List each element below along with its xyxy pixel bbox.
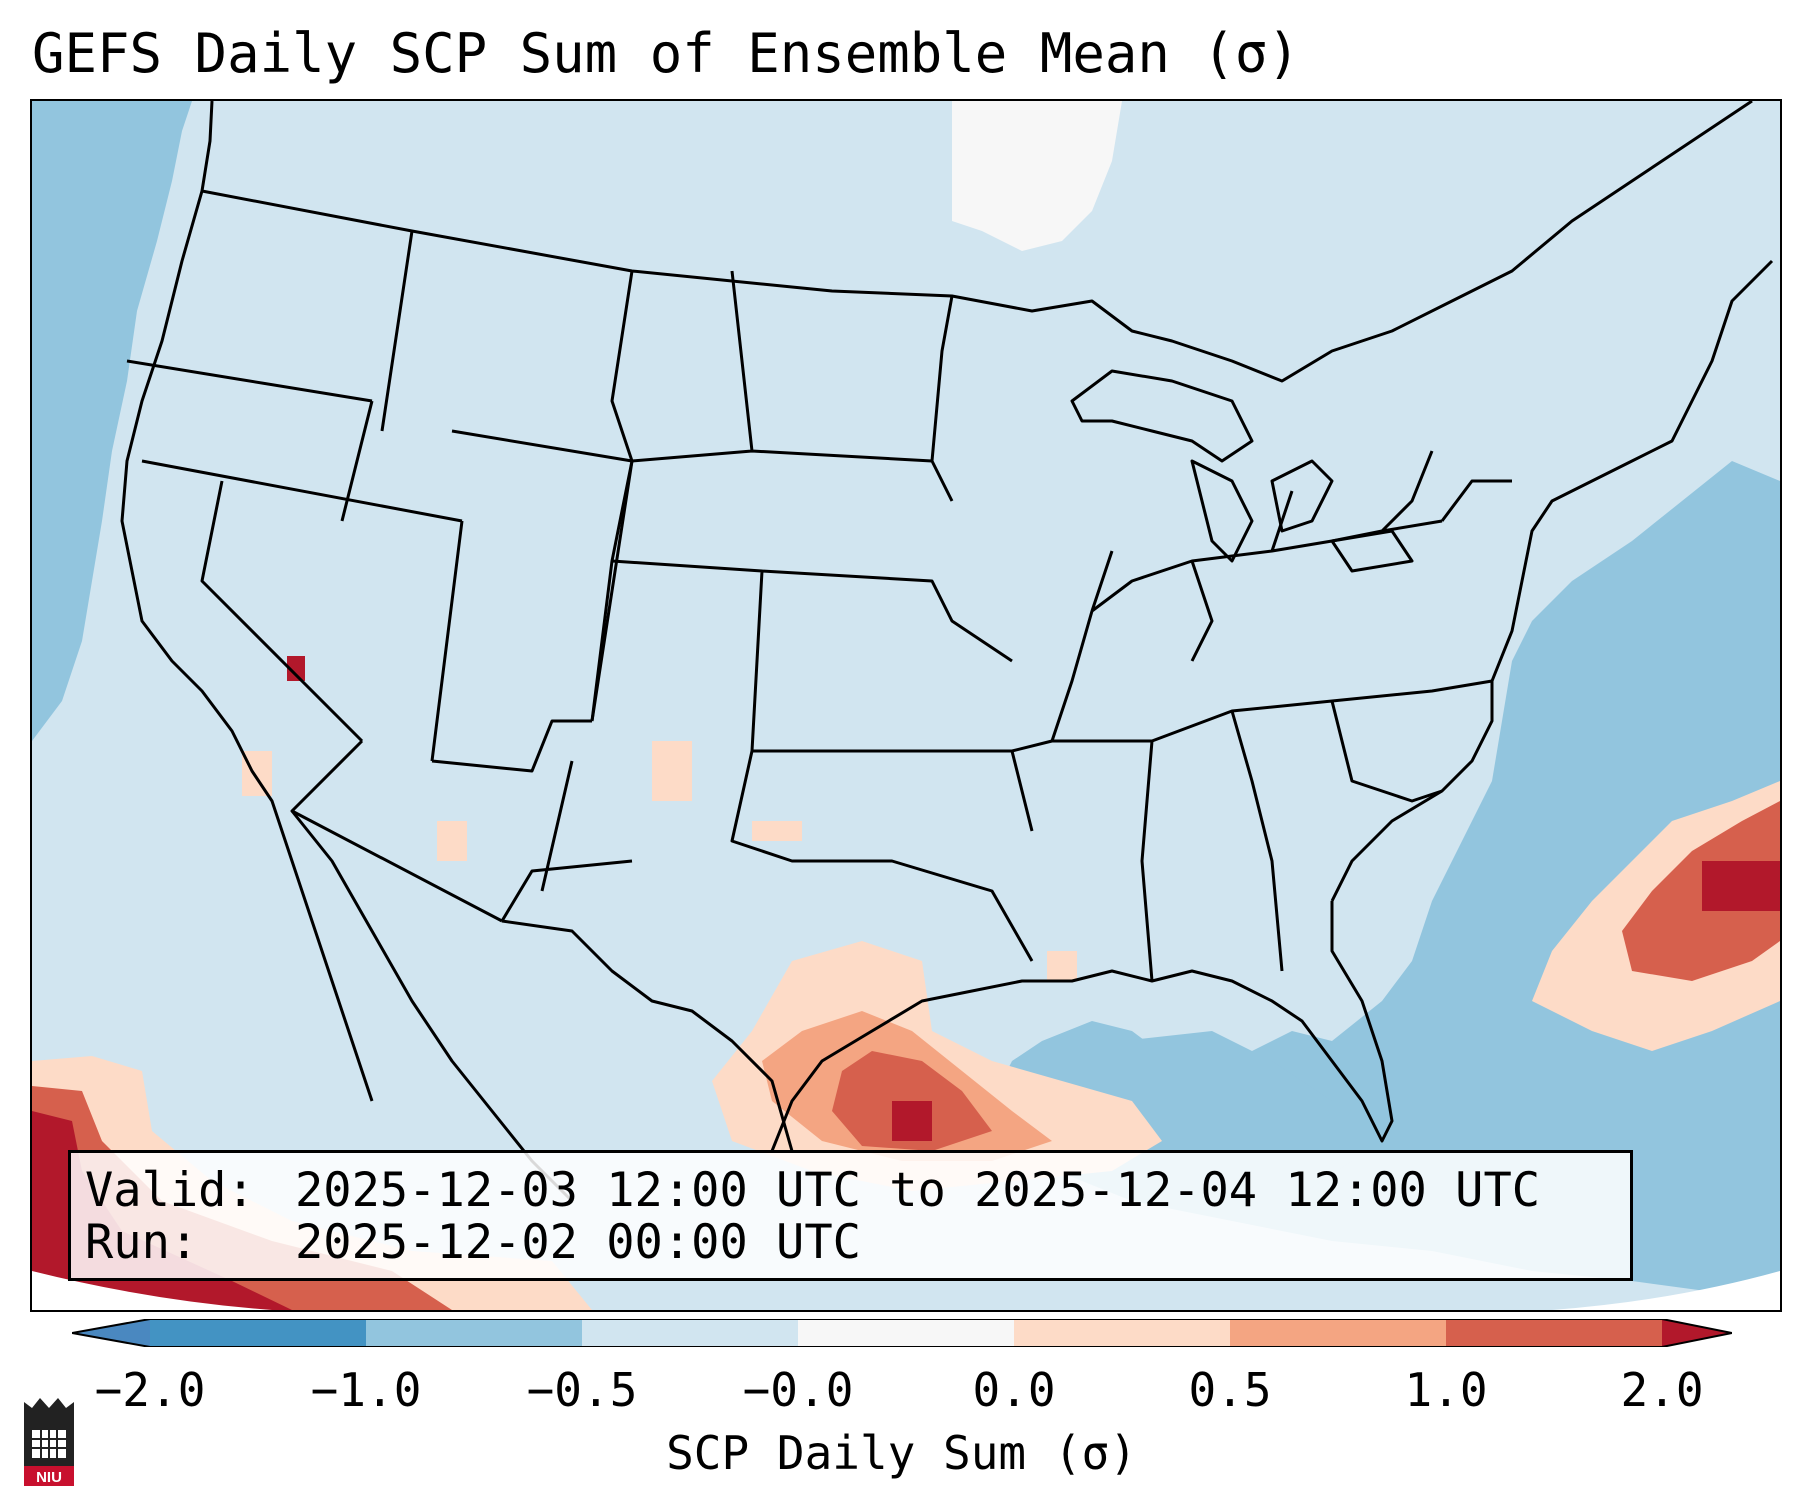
run-line: Run: 2025-12-02 00:00 UTC (85, 1215, 861, 1270)
valid-run-info-box: Valid: 2025-12-03 12:00 UTC to 2025-12-04… (68, 1150, 1633, 1281)
texas-positive-anomaly-max (892, 1101, 932, 1141)
projection-corner-right (1552, 1271, 1780, 1310)
az-positive-patch (437, 821, 467, 861)
colorbar-bin-1 (150, 1319, 366, 1347)
canada-border (200, 101, 1753, 383)
state-borders-central (590, 270, 1152, 962)
chart-title: GEFS Daily SCP Sum of Ensemble Mean (σ) (32, 22, 1300, 85)
valid-line: Valid: 2025-12-03 12:00 UTC to 2025-12-04… (85, 1163, 1540, 1218)
run-label: Run: (85, 1215, 199, 1270)
colorbar-tick-label: 0.5 (1188, 1363, 1272, 1417)
colorbar-tick-label: −2.0 (94, 1363, 206, 1417)
colorbar-bin-3 (582, 1319, 798, 1347)
logo-text: NIU (36, 1469, 62, 1486)
valid-label: Valid: (85, 1163, 255, 1218)
colorbar-bin-6 (1230, 1319, 1446, 1347)
colorbar-tick-label: 2.0 (1620, 1363, 1704, 1417)
valid-value: 2025-12-03 12:00 UTC to 2025-12-04 12:00… (295, 1163, 1541, 1218)
near-zero-zone (952, 101, 1122, 251)
colorbar-tick-label: −0.5 (526, 1363, 638, 1417)
nevada-positive-patch (287, 656, 305, 681)
projection-corner-left (32, 1271, 272, 1310)
colorbar-bin-5 (1014, 1319, 1230, 1347)
map-panel (30, 99, 1782, 1312)
colorbar-bin-4 (798, 1319, 1014, 1347)
colorbar-bin-7 (1446, 1319, 1662, 1347)
nm-positive-patch (652, 741, 692, 801)
great-lakes (1070, 369, 1414, 573)
colorbar-extend-max (1662, 1319, 1732, 1347)
colorbar (72, 1319, 1732, 1347)
colorbar-tick-label: 1.0 (1404, 1363, 1488, 1417)
colorbar-tick-label: −1.0 (310, 1363, 422, 1417)
atlantic-positive-anomaly-max (1702, 861, 1780, 911)
niu-logo-icon: NIU (24, 1398, 74, 1486)
oklahoma-positive-patch (752, 821, 802, 841)
colorbar-bin-2 (366, 1319, 582, 1347)
west-coast (120, 190, 374, 1102)
la-positive-patch (1047, 951, 1077, 981)
map-boundaries (120, 101, 1774, 1203)
east-coast (1330, 259, 1774, 902)
map-svg (32, 101, 1780, 1310)
run-value: 2025-12-02 00:00 UTC (295, 1215, 861, 1270)
pacific-anomaly-region (32, 101, 192, 741)
colorbar-extend-min (72, 1319, 150, 1347)
atlantic-positive-anomaly-mid (1622, 801, 1780, 981)
state-borders-east (1050, 450, 1512, 982)
gulf-coast (770, 901, 1394, 1152)
colorbar-tick-label: −0.0 (742, 1363, 854, 1417)
colorbar-label: SCP Daily Sum (σ) (666, 1426, 1137, 1480)
colorbar-tick-label: 0.0 (972, 1363, 1056, 1417)
